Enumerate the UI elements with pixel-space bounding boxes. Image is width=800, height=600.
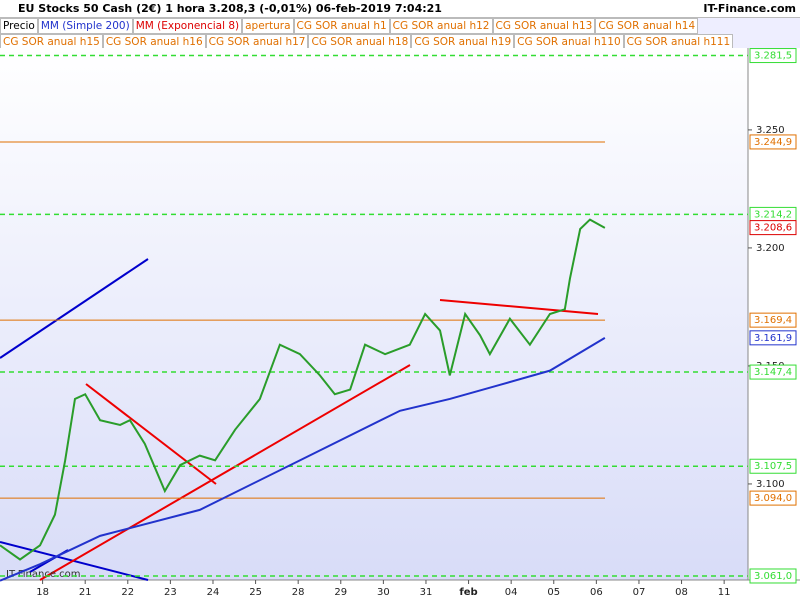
level-label: 3.147,4 [754,367,792,378]
level-label-box [749,330,797,346]
title-row: EU Stocks 50 Cash (2€) 1 hora 3.208,3 (-… [0,0,800,18]
x-tick-label: 11 [718,587,731,598]
x-tick-label: 28 [292,587,305,598]
legend-item: CG SOR anual h19 [411,34,515,48]
legend-item: CG SOR anual h15 [0,34,103,48]
level-label-box [749,312,797,328]
x-tick-label: 07 [633,587,646,598]
legend-item: MM (Simple 200) [37,18,133,34]
level-label: 3.161,9 [754,333,792,344]
trend-line [439,299,599,315]
x-tick-label: 24 [207,587,220,598]
y-tick-label: 3.100 [756,479,785,490]
watermark: IT-Finance.com [6,569,81,580]
legend-item: CG SOR anual h12 [389,18,493,34]
legend-item: CG SOR anual h111 [623,34,734,48]
x-tick-label: 29 [334,587,347,598]
x-tick-label: 21 [79,587,92,598]
trend-line [85,383,217,485]
x-tick-label: 05 [547,587,560,598]
legend-item: CG SOR anual h14 [595,18,699,34]
legend-item: CG SOR anual h13 [492,18,596,34]
legend-item: CG SOR anual h17 [205,34,309,48]
trend-lines [0,258,599,581]
header: EU Stocks 50 Cash (2€) 1 hora 3.208,3 (-… [0,0,800,48]
y-tick-label: 3.250 [756,125,785,136]
x-tick-label: 04 [505,587,518,598]
trend-line [0,258,149,359]
legend-item: apertura [242,18,294,34]
level-label: 3.107,5 [754,461,792,472]
level-label: 3.208,6 [754,223,792,234]
trend-line [39,364,411,581]
plot-background [0,48,748,580]
x-tick-label: 18 [36,587,49,598]
level-label-box [749,490,797,506]
legend-item: MM (Exponencial 8) [132,18,243,34]
brand: IT-Finance.com [703,2,796,15]
level-label-box [749,568,797,584]
x-tick-label: 23 [164,587,177,598]
x-tick-label: 31 [420,587,433,598]
x-tick-label: feb [459,587,477,598]
level-label: 3.281,5 [754,51,792,62]
level-label-box [749,48,797,64]
legend-item: Precio [0,18,38,34]
series-line [0,336,606,582]
level-label: 3.094,0 [754,493,792,504]
x-tick-label: 25 [249,587,262,598]
legend-item: CG SOR anual h1 [293,18,390,34]
x-tick-label: 30 [377,587,390,598]
level-label: 3.169,4 [754,315,792,326]
level-label: 3.061,0 [754,571,792,582]
x-tick-label: 22 [121,587,134,598]
level-label: 3.244,9 [754,137,792,148]
legend: Precio MM (Simple 200) MM (Exponencial 8) a… [0,18,800,48]
legend-item: CG SOR anual h16 [102,34,206,48]
legend-item: CG SOR anual h18 [308,34,412,48]
level-label-box [749,364,797,380]
x-tick-label: 08 [675,587,688,598]
level-label-box [749,220,797,236]
x-tick-label: 06 [590,587,603,598]
level-label: 3.214,2 [754,209,792,220]
level-label-box [749,134,797,150]
legend-item: CG SOR anual h110 [514,34,624,48]
title: EU Stocks 50 Cash (2€) 1 hora 3.208,3 (-… [18,2,442,15]
series-line [0,218,606,561]
y-tick-label: 3.200 [756,243,785,254]
level-label-box [749,458,797,474]
